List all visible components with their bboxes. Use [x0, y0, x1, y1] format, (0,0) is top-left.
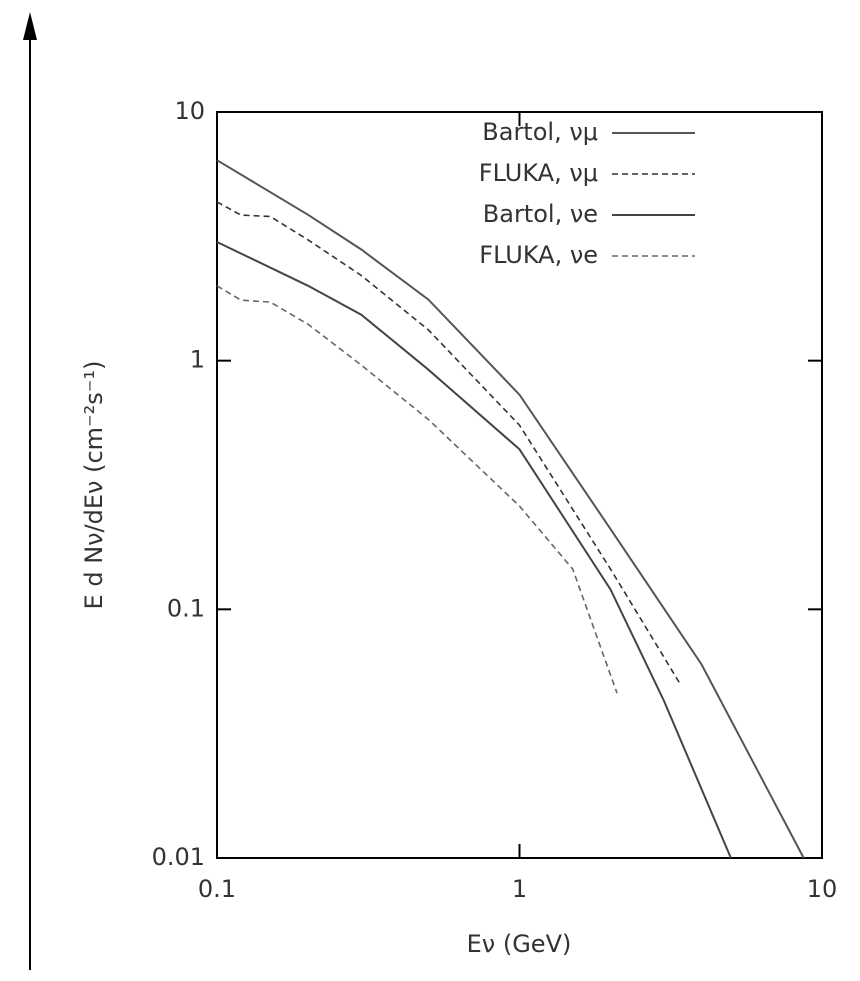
x-tick-label: 1	[512, 875, 527, 903]
legend-label: Bartol, νe	[483, 200, 598, 228]
series-line	[216, 201, 681, 685]
legend-label: Bartol, νμ	[482, 118, 598, 146]
x-axis-label: Eν (GeV)	[467, 930, 572, 958]
y-axis-label: E d Nν/dEν (cm⁻²s⁻¹)	[80, 361, 108, 610]
series-line	[216, 241, 732, 859]
y-tick-label: 10	[174, 97, 205, 125]
side-arrow-head	[23, 12, 37, 40]
x-tick-label: 10	[807, 875, 838, 903]
y-tick-label: 1	[190, 346, 205, 374]
x-tick-label: 0.1	[198, 875, 236, 903]
series-line	[216, 285, 618, 694]
series-line	[216, 159, 805, 859]
y-tick-label: 0.1	[167, 594, 205, 622]
legend-label: FLUKA, νe	[479, 241, 598, 269]
legend-label: FLUKA, νμ	[479, 159, 598, 187]
y-tick-label: 0.01	[152, 843, 205, 871]
